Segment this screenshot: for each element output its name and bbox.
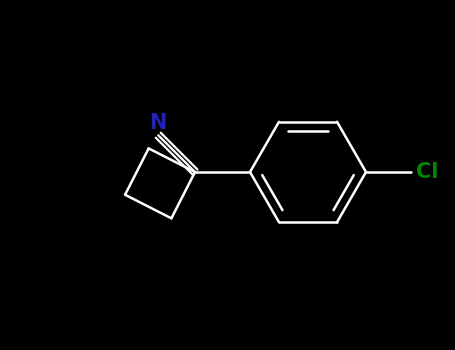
Text: Cl: Cl [416, 162, 438, 182]
Text: N: N [150, 113, 167, 133]
